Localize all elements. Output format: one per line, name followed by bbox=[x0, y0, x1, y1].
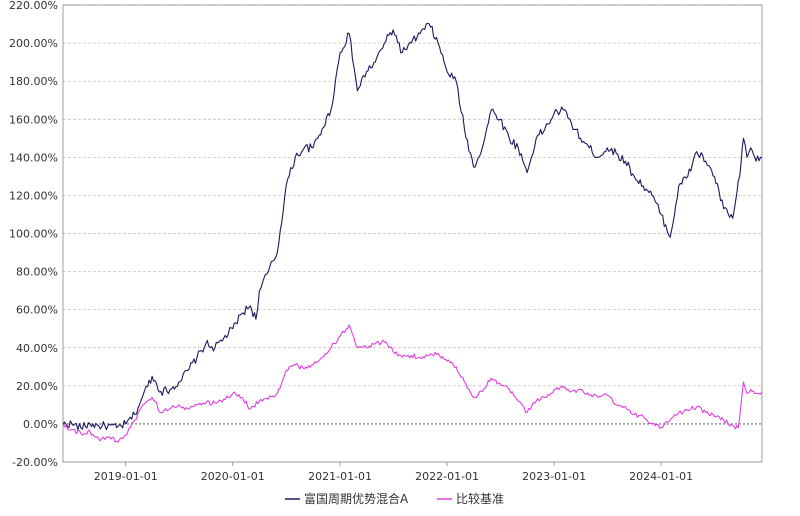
y-tick-label: 100.00% bbox=[9, 228, 58, 241]
plot-frame bbox=[62, 4, 763, 463]
series-line-benchmark bbox=[62, 324, 763, 443]
y-tick-label: 180.00% bbox=[9, 75, 58, 88]
series-lines bbox=[62, 22, 763, 443]
x-tick-label: 2020-01-01 bbox=[201, 470, 265, 483]
x-tick-label: 2022-01-01 bbox=[415, 470, 479, 483]
x-tick-label: 2023-01-01 bbox=[522, 470, 586, 483]
y-tick-label: 60.00% bbox=[16, 304, 58, 317]
y-tick-label: 40.00% bbox=[16, 342, 58, 355]
series-line-fund bbox=[62, 22, 763, 431]
x-tick-label: 2021-01-01 bbox=[308, 470, 372, 483]
y-tick-label: 200.00% bbox=[9, 37, 58, 50]
y-tick-label: 120.00% bbox=[9, 189, 58, 202]
legend-label-fund: 富国周期优势混合A bbox=[304, 491, 409, 506]
y-tick-label: 140.00% bbox=[9, 151, 58, 164]
y-tick-label: 220.00% bbox=[9, 0, 58, 12]
legend-label-benchmark: 比较基准 bbox=[456, 491, 504, 506]
legend: 富国周期优势混合A 比较基准 bbox=[285, 491, 504, 506]
y-tick-label: 0.00% bbox=[23, 418, 58, 431]
y-tick-label: -20.00% bbox=[12, 456, 58, 469]
y-tick-label: 160.00% bbox=[9, 113, 58, 126]
y-tick-label: 80.00% bbox=[16, 266, 58, 279]
y-tick-label: 20.00% bbox=[16, 380, 58, 393]
axes bbox=[62, 4, 763, 466]
x-tick-label: 2019-01-01 bbox=[94, 470, 158, 483]
tick-labels: -20.00% 0.00% 20.00% 40.00% 60.00% 80.00% 100.… bbox=[9, 0, 693, 483]
x-tick-label: 2024-01-01 bbox=[629, 470, 693, 483]
